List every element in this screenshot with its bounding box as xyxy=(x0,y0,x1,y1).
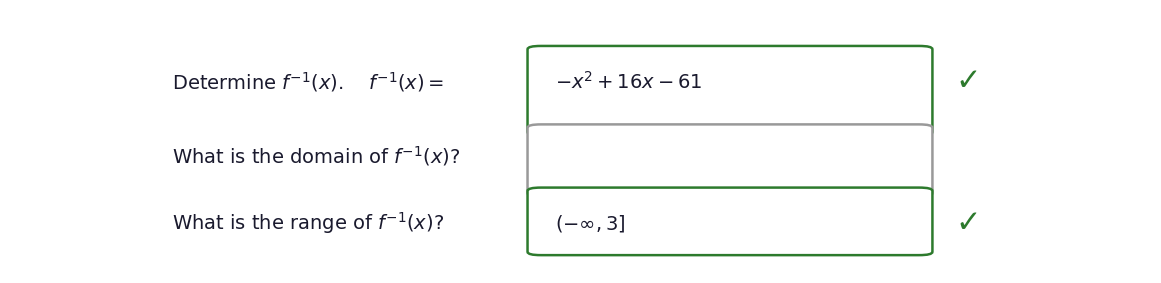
Text: $(-\infty,3]$: $(-\infty,3]$ xyxy=(555,213,625,234)
Text: Determine $f^{-1}(x)$.    $f^{-1}(x) =$: Determine $f^{-1}(x)$. $f^{-1}(x) =$ xyxy=(172,70,445,94)
FancyBboxPatch shape xyxy=(527,188,932,255)
Text: What is the domain of $f^{-1}(x)$?: What is the domain of $f^{-1}(x)$? xyxy=(172,144,461,168)
Text: ✓: ✓ xyxy=(956,209,981,238)
FancyBboxPatch shape xyxy=(527,125,932,196)
Text: $-x^2 + 16x - 61$: $-x^2 + 16x - 61$ xyxy=(555,71,701,93)
FancyBboxPatch shape xyxy=(527,46,932,135)
Text: What is the range of $f^{-1}(x)$?: What is the range of $f^{-1}(x)$? xyxy=(172,211,445,237)
Text: ✓: ✓ xyxy=(956,67,981,97)
